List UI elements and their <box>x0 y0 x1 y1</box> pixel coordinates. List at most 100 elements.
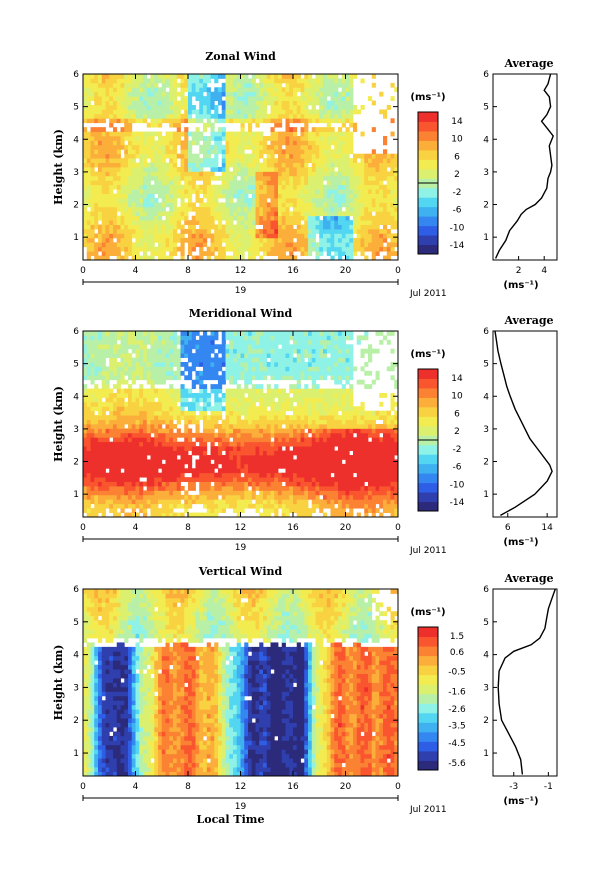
heatmap-cell <box>255 362 260 367</box>
heatmap-cell <box>233 481 238 487</box>
heatmap-cell <box>225 255 230 261</box>
heatmap-cell <box>120 477 125 482</box>
heatmap-cell <box>90 144 95 150</box>
heatmap-cell <box>214 415 219 420</box>
heatmap-cell <box>221 428 226 434</box>
heatmap-cell <box>135 370 140 376</box>
heatmap-cell <box>128 233 133 239</box>
heatmap-cell <box>353 220 358 225</box>
heatmap-cell <box>214 215 219 221</box>
heatmap-cell <box>251 131 256 137</box>
heatmap-cell <box>338 215 343 221</box>
heatmap-cell <box>199 171 204 177</box>
heatmap-cell <box>274 131 279 137</box>
heatmap-cell <box>334 206 339 212</box>
heatmap-cell <box>278 246 283 252</box>
heatmap-cell <box>278 158 283 163</box>
heatmap-cell <box>353 198 358 203</box>
heatmap-cell <box>300 198 305 203</box>
heatmap-cell <box>218 503 223 509</box>
heatmap-cell <box>323 206 328 212</box>
heatmap-cell <box>101 113 106 119</box>
heatmap-cell <box>154 432 159 438</box>
heatmap-cell <box>116 494 121 500</box>
heatmap-cell <box>184 96 189 101</box>
heatmap-cell <box>218 375 223 381</box>
heatmap-cell <box>135 193 140 199</box>
heatmap-cell <box>248 251 253 256</box>
heatmap-cell <box>221 468 226 474</box>
heatmap-cell <box>161 224 166 230</box>
heatmap-cell <box>188 74 193 79</box>
heatmap-cell <box>146 122 151 128</box>
heatmap-cell <box>345 211 350 217</box>
heatmap-cell <box>199 459 204 465</box>
heatmap-cell <box>390 246 395 252</box>
heatmap-cell <box>165 242 170 248</box>
heatmap-cell <box>338 140 343 146</box>
heatmap-cell <box>296 144 301 150</box>
heatmap-cell <box>225 180 230 186</box>
heatmap-cell <box>98 410 103 416</box>
heatmap-cell <box>345 215 350 221</box>
heatmap-cell <box>206 499 211 505</box>
heatmap-cell <box>158 463 163 469</box>
heatmap-cell <box>259 206 264 212</box>
heatmap-cell <box>98 189 103 194</box>
heatmap-cell <box>338 167 343 172</box>
heatmap-cell <box>188 87 193 93</box>
heatmap-cell <box>203 220 208 225</box>
heatmap-cell <box>199 388 204 394</box>
heatmap-cell <box>169 348 174 354</box>
heatmap-cell <box>105 82 110 88</box>
heatmap-cell <box>139 162 144 168</box>
heatmap-cell <box>188 78 193 84</box>
heatmap-cell <box>188 348 193 354</box>
heatmap-cell <box>229 74 234 79</box>
heatmap-cell <box>191 91 196 97</box>
heatmap-cell <box>143 149 148 155</box>
heatmap-cell <box>330 198 335 203</box>
heatmap-cell <box>101 450 106 456</box>
heatmap-cell <box>128 370 133 376</box>
heatmap-cell <box>176 136 181 141</box>
heatmap-cell <box>364 153 369 159</box>
heatmap-cell <box>124 450 129 456</box>
heatmap-cell <box>248 459 253 465</box>
heatmap-cell <box>206 432 211 438</box>
heatmap-cell <box>180 353 185 358</box>
heatmap-cell <box>383 193 388 199</box>
heatmap-cell <box>240 198 245 203</box>
heatmap-cell <box>311 242 316 248</box>
heatmap-cell <box>214 113 219 119</box>
heatmap-cell <box>218 131 223 137</box>
heatmap-cell <box>191 255 196 261</box>
heatmap-cell <box>266 335 271 341</box>
heatmap-cell <box>345 136 350 141</box>
heatmap-cell <box>334 233 339 239</box>
heatmap-cell <box>139 211 144 217</box>
heatmap-cell <box>101 78 106 84</box>
heatmap-cell <box>158 410 163 416</box>
heatmap-cell <box>101 153 106 159</box>
heatmap-cell <box>113 113 118 119</box>
heatmap-cell <box>266 499 271 505</box>
heatmap-cell <box>113 397 118 403</box>
heatmap-cell <box>101 233 106 239</box>
heatmap-cell <box>225 193 230 199</box>
heatmap-cell <box>240 428 245 434</box>
heatmap-cell <box>240 437 245 443</box>
heatmap-cell <box>214 162 219 168</box>
heatmap-cell <box>386 229 391 234</box>
heatmap-cell <box>105 87 110 93</box>
heatmap-cell <box>221 348 226 354</box>
heatmap-cell <box>338 100 343 106</box>
heatmap-cell <box>308 91 313 97</box>
heatmap-cell <box>128 144 133 150</box>
heatmap-cell <box>285 91 290 97</box>
heatmap-cell <box>124 82 129 88</box>
heatmap-cell <box>90 362 95 367</box>
heatmap-cell <box>334 78 339 84</box>
heatmap-cell <box>308 233 313 239</box>
heatmap-cell <box>86 375 91 381</box>
